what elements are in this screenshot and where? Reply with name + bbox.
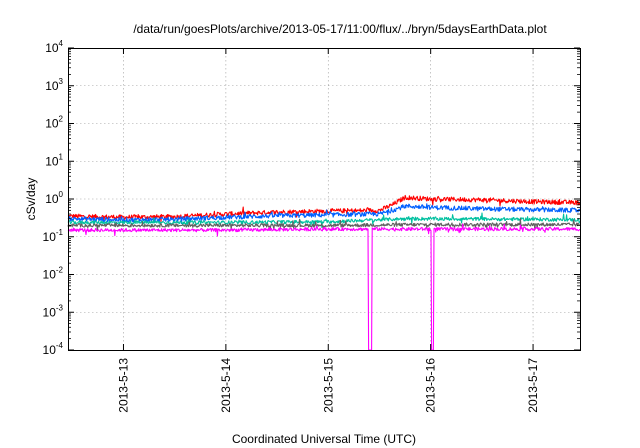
x-tick-label: 2013-5-13 [116, 358, 130, 413]
y-tick-label: 104 [45, 39, 63, 55]
series-line-1 [67, 194, 581, 222]
y-tick-label: 10-2 [43, 266, 64, 282]
y-tick-label: 10-1 [43, 228, 64, 244]
axis-ticks: 10-4 10-3 10-2 10-1 100 101 102 103 104 2013-5-13… [43, 39, 580, 413]
y-tick-label: 102 [45, 115, 63, 131]
y-tick-label: 100 [45, 190, 63, 206]
x-axis-label: Coordinated Universal Time (UTC) [232, 432, 416, 446]
x-tick-label: 2013-5-14 [219, 358, 233, 413]
y-tick-label: 10-4 [43, 341, 64, 357]
x-tick-label: 2013-5-15 [321, 358, 335, 413]
series-line-5 [67, 223, 581, 351]
series-line-3 [67, 212, 581, 228]
gridlines [68, 48, 580, 350]
y-tick-label: 103 [45, 77, 63, 93]
series-line-4 [67, 218, 580, 232]
series-layer [67, 194, 581, 351]
x-tick-label: 2013-5-17 [526, 358, 540, 413]
chart-title: /data/run/goesPlots/archive/2013-05-17/1… [133, 22, 547, 36]
y-axis-label: cSv/day [24, 178, 38, 221]
x-tick-label: 2013-5-16 [424, 358, 438, 413]
y-tick-label: 10-3 [43, 303, 64, 319]
y-tick-label: 101 [45, 152, 63, 168]
